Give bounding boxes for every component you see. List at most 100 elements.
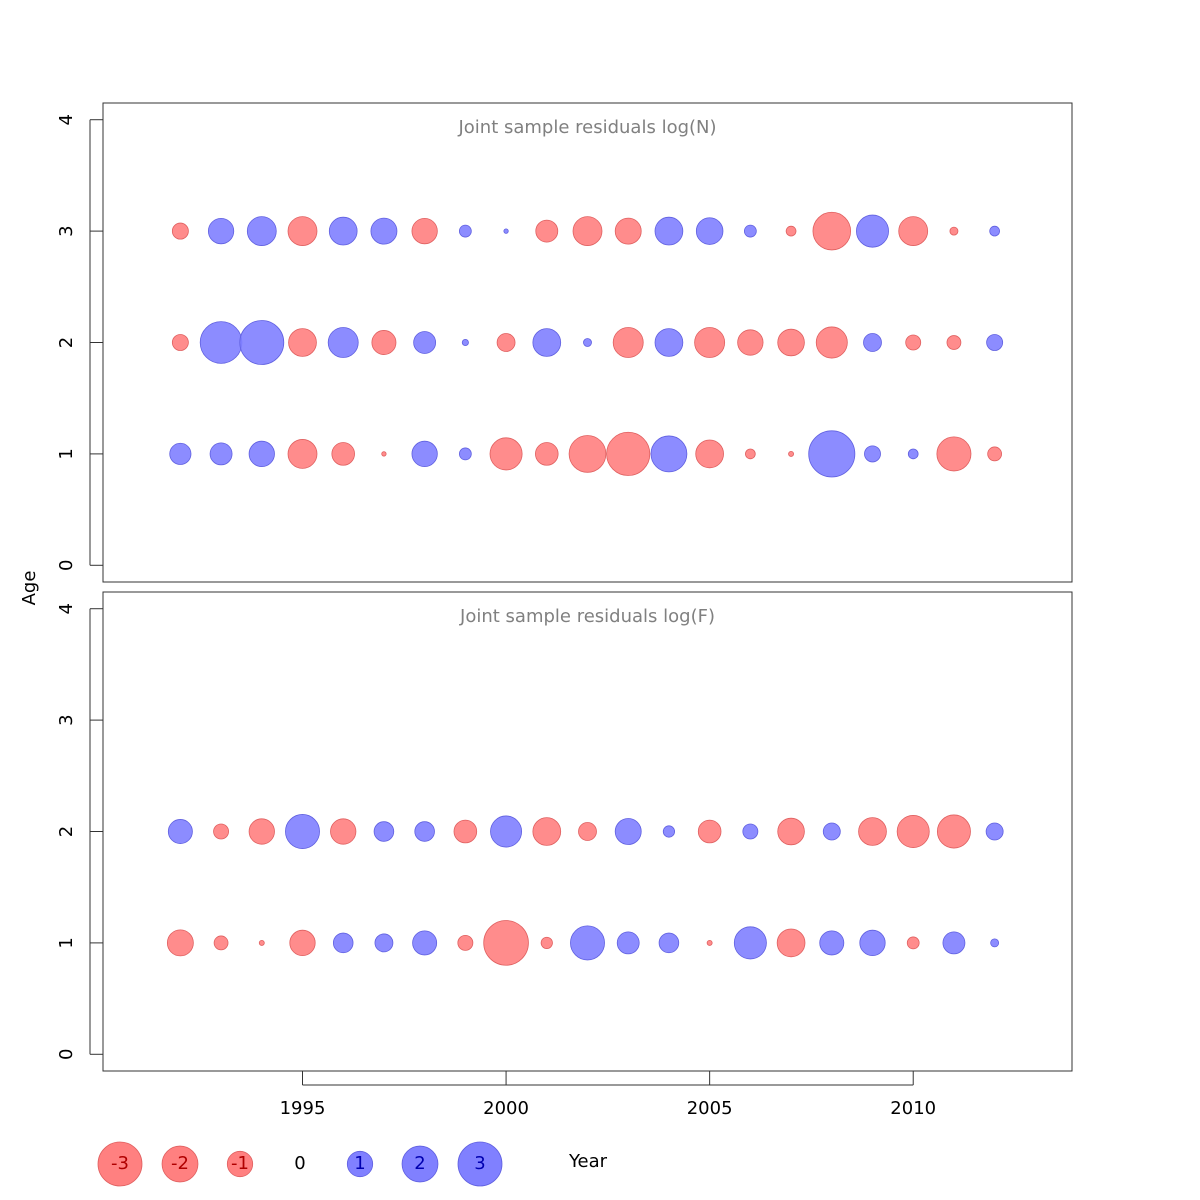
bubble — [614, 217, 642, 245]
bubble — [330, 818, 357, 845]
x-tick-label: 2000 — [483, 1098, 529, 1119]
bubble — [662, 825, 676, 838]
bubble — [532, 328, 562, 357]
bubble — [171, 334, 189, 351]
bubble — [898, 216, 929, 246]
legend-bubble — [161, 1145, 199, 1183]
bubble — [568, 435, 607, 473]
bubble — [744, 224, 757, 238]
legend-label: -2 — [171, 1153, 189, 1174]
bubble — [331, 442, 355, 466]
bubble — [381, 451, 387, 457]
legend-label: 1 — [354, 1153, 365, 1174]
bubble — [578, 822, 597, 841]
bubble — [906, 936, 920, 950]
bubble — [459, 224, 472, 238]
bubble — [949, 226, 959, 236]
bubble — [248, 818, 275, 845]
bubble — [812, 211, 852, 251]
y-tick-label: 4 — [56, 603, 77, 614]
bubble — [287, 216, 318, 246]
bubble — [199, 321, 243, 364]
x-tick-label: 2005 — [687, 1098, 733, 1119]
y-tick-label: 0 — [56, 1049, 77, 1060]
bubble — [737, 329, 764, 356]
legend-label: 3 — [474, 1153, 485, 1174]
bubble — [285, 814, 320, 849]
bubble — [694, 327, 726, 358]
bubble — [942, 931, 966, 955]
bubble — [815, 326, 848, 359]
panel-title: Joint sample residuals log(F) — [459, 606, 715, 627]
bubble — [570, 925, 605, 961]
bubble — [989, 225, 1000, 237]
x-tick-label: 2010 — [890, 1098, 936, 1119]
y-tick-label: 3 — [56, 225, 77, 236]
bubble — [535, 442, 559, 466]
bubble — [776, 928, 806, 958]
bubble — [213, 823, 229, 840]
legend-bubble — [226, 1150, 254, 1178]
bubble — [936, 814, 971, 849]
bubble — [606, 431, 651, 476]
panel-title: Joint sample residuals log(N) — [457, 117, 716, 138]
bubble — [246, 216, 277, 246]
bubble — [777, 328, 805, 357]
bubble — [503, 228, 509, 234]
bubble — [169, 442, 192, 465]
bubble — [411, 440, 438, 467]
bubble — [733, 926, 767, 960]
legend-bubble — [401, 1145, 439, 1183]
bubble — [907, 448, 919, 460]
bubble — [822, 822, 841, 841]
bubble — [654, 216, 684, 246]
legend-bubble — [457, 1141, 503, 1187]
bubble — [289, 929, 316, 956]
bubble — [990, 938, 1000, 948]
bubble — [373, 821, 395, 842]
y-tick-label: 1 — [56, 448, 77, 459]
bubble — [411, 218, 438, 245]
bubble — [572, 216, 603, 246]
bubble — [213, 935, 229, 951]
y-axis-label: Age — [19, 571, 40, 606]
bubble — [864, 445, 881, 463]
bubble — [936, 436, 972, 472]
legend-label: 2 — [414, 1153, 425, 1174]
bubble — [697, 819, 722, 844]
bubble — [856, 214, 889, 248]
bubble — [167, 819, 193, 844]
bubble — [209, 442, 233, 466]
bubble — [414, 821, 435, 842]
bubble — [166, 929, 194, 957]
bubble — [371, 330, 397, 355]
bubble — [987, 446, 1002, 462]
bubble — [616, 931, 640, 955]
bubble — [859, 929, 886, 956]
bubble — [785, 225, 797, 237]
bubble — [370, 217, 398, 245]
bubble — [327, 327, 359, 358]
bubble — [658, 932, 680, 954]
bubble — [858, 817, 887, 846]
y-tick-label: 4 — [56, 114, 77, 125]
bubble — [412, 930, 438, 956]
bubble — [374, 933, 394, 953]
y-tick-label: 0 — [56, 560, 77, 571]
bubble — [207, 218, 235, 245]
bubble — [819, 930, 845, 956]
legend-label: 0 — [294, 1153, 305, 1174]
bubble — [742, 823, 759, 840]
bubble — [788, 450, 795, 457]
bubble — [745, 448, 756, 460]
bubble — [614, 818, 642, 845]
bubble — [777, 817, 805, 846]
bubble — [287, 439, 318, 469]
bubble — [258, 939, 265, 946]
bubble — [863, 333, 882, 352]
bubble — [457, 934, 474, 951]
bubble — [453, 819, 478, 844]
bubble — [650, 435, 688, 473]
bubble — [986, 334, 1004, 351]
